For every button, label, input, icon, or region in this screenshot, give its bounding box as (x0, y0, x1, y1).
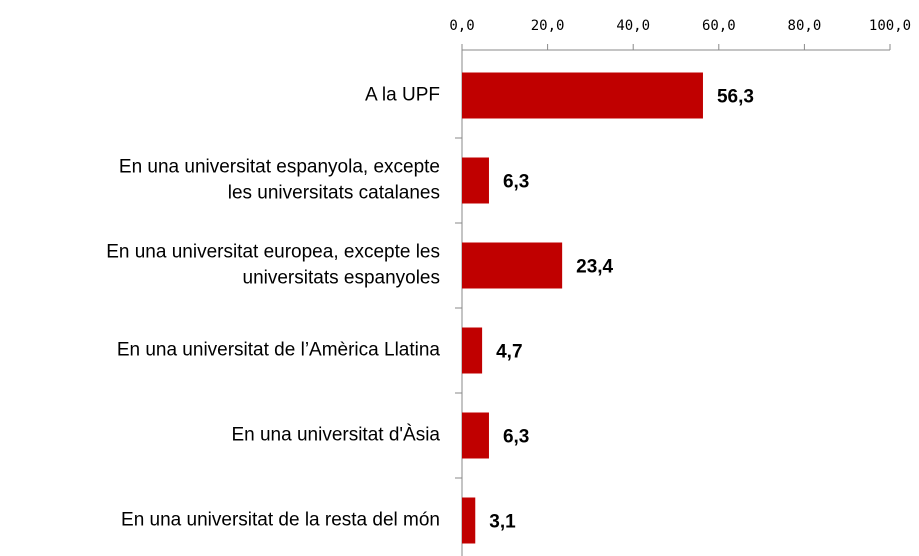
value-label: 3,1 (489, 512, 516, 533)
bar (462, 242, 563, 289)
x-tick-label: 40,0 (616, 18, 650, 34)
x-tick-label: 20,0 (531, 18, 565, 34)
category-label: En una universitat de la resta del món (121, 510, 440, 531)
bar (462, 497, 476, 544)
value-label: 23,4 (576, 257, 613, 278)
bar (462, 412, 489, 459)
x-tick-label: 0,0 (449, 18, 474, 34)
category-label: En una universitat europea, excepte les u… (106, 242, 440, 289)
value-label: 6,3 (503, 427, 529, 448)
category-label: En una universitat de l’Amèrica Llatina (117, 340, 441, 361)
category-label: En una universitat espanyola, excepte les… (119, 157, 440, 204)
bar (462, 72, 703, 119)
category-label: En una universitat d'Àsia (231, 425, 440, 446)
value-label: 56,3 (717, 87, 754, 108)
value-label: 6,3 (503, 172, 529, 193)
category-label: A la UPF (365, 85, 440, 106)
bar (462, 157, 489, 204)
value-label: 4,7 (496, 342, 522, 363)
x-tick-label: 60,0 (702, 18, 736, 34)
x-tick-label: 80,0 (788, 18, 822, 34)
bar (462, 327, 483, 374)
x-tick-label: 100,0 (869, 18, 911, 34)
